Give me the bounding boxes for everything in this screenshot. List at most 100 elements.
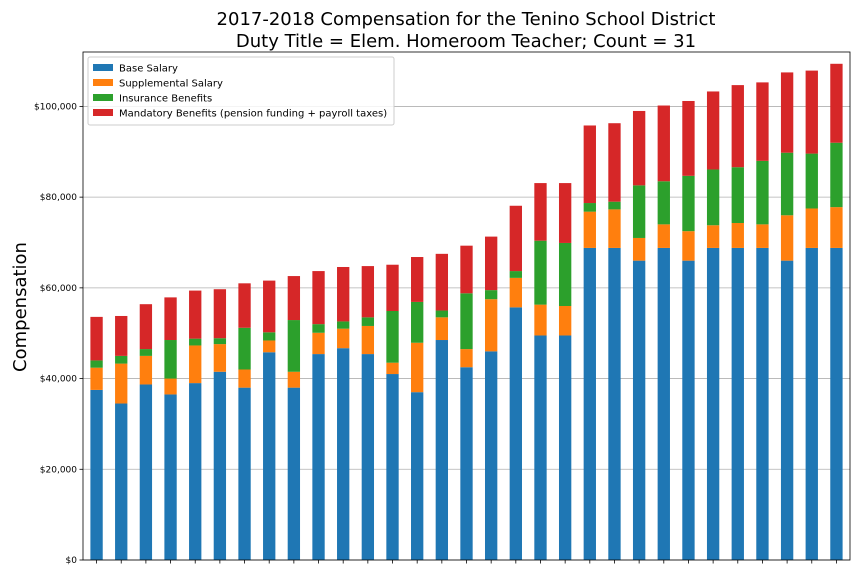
bar-segment (780, 215, 794, 261)
bar-segment (337, 321, 350, 329)
bar-segment (238, 369, 251, 388)
bar-segment (189, 290, 202, 339)
bar-segment (139, 349, 153, 356)
bar-segment (682, 260, 695, 560)
bar-segment (534, 335, 547, 560)
bar-segment (484, 290, 498, 300)
bar-segment (90, 367, 103, 390)
bar-segment (632, 260, 646, 560)
bar-segment (263, 332, 276, 341)
legend-swatch (93, 94, 113, 101)
bar-segment (386, 264, 399, 311)
bar-segment (115, 315, 128, 356)
bar-segment (780, 72, 794, 153)
legend: Base Salary Supplemental Salary Insurance … (87, 56, 395, 126)
bar-segment (386, 374, 399, 560)
bar-segment (337, 328, 350, 349)
legend-label: Mandatory Benefits (pension funding + pa… (119, 109, 387, 120)
chart-title-line-2: Duty Title = Elem. Homeroom Teacher; Cou… (236, 31, 696, 52)
bar-segment (780, 260, 794, 560)
bar-segment (805, 70, 818, 154)
y-axis-ticks: $0 $20,000 $40,000 $60,000 $80,000 $100,000 (34, 102, 83, 566)
bar-segment (632, 185, 646, 238)
y-tick-label: $40,000 (40, 375, 77, 385)
bar-segment (213, 344, 227, 372)
bar-segment (263, 340, 276, 353)
bar-segment (682, 175, 695, 232)
bar-segment (534, 304, 547, 336)
bar-segment (361, 325, 375, 355)
bar-segment (830, 247, 843, 560)
y-tick-label: $100,000 (34, 102, 77, 112)
legend-label: Insurance Benefits (119, 94, 212, 105)
bar-segment (608, 201, 621, 210)
bar-segment (115, 363, 128, 404)
bar-segment (435, 253, 449, 311)
bar-segment (386, 310, 399, 363)
bar-segment (263, 352, 276, 560)
bar-segment (164, 297, 177, 341)
bar-segment (460, 367, 473, 560)
bar-segment (608, 247, 621, 560)
bar-segment (558, 183, 572, 243)
bar-segment (583, 125, 596, 204)
y-tick-label: $80,000 (40, 193, 77, 203)
bar-segment (435, 317, 449, 341)
bar-segment (312, 332, 325, 355)
bar-segment (460, 245, 473, 294)
bar-segment (312, 271, 325, 325)
bar-segment (830, 207, 843, 248)
bar-segment (238, 387, 251, 560)
bar-segment (830, 142, 843, 208)
y-tick-label: $60,000 (40, 284, 77, 294)
bar-segment (435, 310, 449, 318)
bar-segment (756, 224, 769, 248)
bar-segment (706, 169, 720, 226)
bar-segment (90, 316, 103, 361)
bar-segment (361, 354, 375, 560)
legend-box (87, 56, 395, 126)
bar-segment (238, 283, 251, 328)
bar-segment (312, 354, 325, 560)
y-axis-label: Compensation (10, 242, 31, 372)
bar-segment (411, 301, 424, 343)
bar-segment (263, 280, 276, 333)
bar-segment (312, 324, 325, 333)
legend-label: Base Salary (119, 64, 178, 75)
bar-segment (189, 338, 202, 346)
bar-segment (139, 384, 153, 560)
bar-segment (805, 208, 818, 248)
bar-segment (657, 247, 670, 560)
bar-segment (558, 335, 572, 560)
bar-segment (435, 340, 449, 560)
bar-segment (706, 247, 720, 560)
legend-swatch (93, 64, 113, 71)
bar-segment (657, 224, 670, 248)
bar-segment (139, 355, 153, 385)
bar-segment (756, 247, 769, 560)
bar-segment (484, 236, 498, 291)
chart-title: 2017-2018 Compensation for the Tenino Sc… (217, 9, 716, 52)
legend-label: Supplemental Salary (119, 79, 223, 90)
bar-segment (164, 394, 177, 560)
bar-segment (411, 342, 424, 393)
bar-segment (287, 387, 301, 560)
bars-group (90, 63, 843, 560)
bar-segment (805, 247, 818, 560)
bar-segment (509, 277, 522, 308)
bar-segment (756, 82, 769, 161)
bar-segment (189, 345, 202, 384)
bar-segment (164, 378, 177, 395)
bar-segment (213, 289, 227, 339)
bar-segment (534, 183, 547, 241)
bar-segment (558, 242, 572, 306)
bar-segment (460, 349, 473, 368)
bar-segment (731, 222, 744, 248)
bar-segment (756, 160, 769, 225)
x-axis-ticks (96, 560, 837, 564)
bar-segment (534, 240, 547, 305)
bar-segment (164, 340, 177, 379)
y-tick-label: $0 (66, 556, 78, 566)
bar-segment (213, 371, 227, 560)
